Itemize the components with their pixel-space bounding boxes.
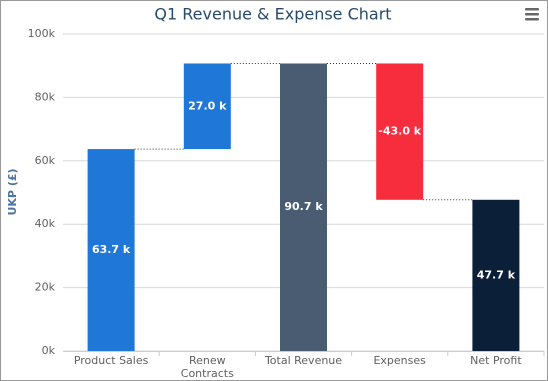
- y-tick-label: 0k: [42, 344, 56, 357]
- x-tick-label: Product Sales: [73, 354, 149, 367]
- bar: [280, 63, 327, 352]
- bar: [376, 63, 424, 200]
- y-axis-title: UKP (£): [6, 168, 19, 215]
- value-label: -43.0 k: [378, 125, 422, 138]
- menu-icon[interactable]: [525, 8, 539, 21]
- y-tick-label: 40k: [35, 217, 56, 230]
- y-tick-label: 80k: [35, 90, 56, 103]
- y-tick-label: 60k: [35, 154, 56, 167]
- bar: [472, 199, 520, 351]
- value-label: 90.7 k: [284, 200, 323, 213]
- value-label: 47.7 k: [477, 268, 516, 281]
- value-label: 27.0 k: [188, 99, 227, 112]
- x-tick-label: Total Revenue: [264, 354, 343, 367]
- x-tick-label: Net Profit: [470, 354, 522, 367]
- value-label: 63.7 k: [92, 243, 131, 256]
- bar: [183, 63, 231, 150]
- y-tick-label: 20k: [35, 281, 56, 294]
- y-tick-label: 100k: [28, 27, 56, 40]
- x-tick-label: Renew Contracts: [180, 354, 234, 380]
- chart-title: Q1 Revenue & Expense Chart: [154, 5, 391, 24]
- x-tick-label: Expenses: [373, 354, 426, 367]
- bar: [87, 149, 135, 351]
